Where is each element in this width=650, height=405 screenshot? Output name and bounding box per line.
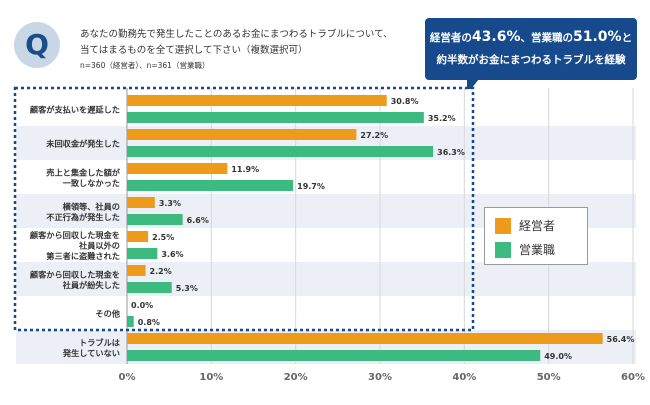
- x-tick-label: 40%: [452, 372, 476, 383]
- category-label: 第三者に盗難された: [46, 251, 120, 261]
- data-label: 35.2%: [428, 114, 456, 123]
- bar-owner: [127, 95, 387, 106]
- highlight-box: [13, 86, 475, 332]
- data-label: 27.2%: [360, 131, 388, 140]
- x-tick-label: 30%: [368, 372, 392, 383]
- data-label: 30.8%: [391, 97, 419, 106]
- legend-item-owner: 経営者: [495, 217, 555, 234]
- category-label: 横領等、社員の: [63, 201, 120, 211]
- bar-owner: [127, 197, 155, 208]
- callout-tail: [467, 79, 479, 89]
- data-label: 6.6%: [187, 216, 209, 225]
- data-label: 0.0%: [131, 301, 153, 310]
- x-tick-label: 60%: [621, 372, 645, 383]
- data-label: 19.7%: [297, 182, 325, 191]
- category-label: 売上と集金した額が: [46, 167, 121, 177]
- category-label: 顧客から回収した現金を: [30, 269, 120, 279]
- question-title: あなたの勤務先で発生したことのあるお金にまつわるトラブルについて、 当てはまるも…: [80, 27, 418, 59]
- x-tick-label: 0%: [119, 372, 136, 383]
- x-tick-label: 50%: [537, 372, 561, 383]
- callout-text: 、営業職の: [520, 32, 574, 44]
- data-label: 3.3%: [159, 199, 181, 208]
- category-label: 不正行為が発生した: [46, 212, 120, 222]
- category-label: 顧客から回収した現金を: [30, 230, 120, 240]
- bar-sales: [127, 350, 541, 361]
- category-label: 社員が紛失した: [62, 280, 120, 290]
- bar-sales: [127, 248, 158, 259]
- category-label: 一致しなかった: [63, 178, 120, 188]
- data-label: 56.4%: [607, 335, 635, 344]
- data-label: 2.2%: [150, 267, 172, 276]
- summary-callout: 経営者の43.6%、営業職の51.0%と 約半数がお金にまつわるトラブルを経験: [425, 18, 637, 80]
- x-tick-label: 10%: [199, 372, 223, 383]
- category-label: 発生していない: [62, 348, 120, 358]
- bar-owner: [127, 265, 146, 276]
- data-label: 3.6%: [161, 250, 183, 259]
- data-label: 2.5%: [152, 233, 174, 242]
- row-band: [16, 262, 636, 296]
- category-label: 顧客が支払いを遅延した: [30, 105, 120, 115]
- callout-text: 経営者の: [429, 32, 472, 44]
- bar-sales: [127, 214, 183, 225]
- legend-label: 経営者: [519, 219, 556, 233]
- x-tick-label: 20%: [284, 372, 308, 383]
- bar-owner: [127, 333, 603, 344]
- bar-sales: [127, 146, 434, 157]
- bar-owner: [127, 129, 357, 140]
- sample-size: n=360（経営者）、n=361（営業職）: [80, 61, 210, 70]
- legend: 経営者 営業職: [484, 207, 588, 265]
- callout-text: と: [621, 32, 633, 44]
- data-label: 49.0%: [544, 352, 572, 361]
- bar-sales: [127, 180, 294, 191]
- category-label: 未回収金が発生した: [45, 139, 120, 149]
- callout-line-2: 約半数がお金にまつわるトラブルを経験: [436, 54, 626, 66]
- data-label: 36.3%: [437, 148, 465, 157]
- data-label: 11.9%: [231, 165, 259, 174]
- bar-sales: [127, 282, 172, 293]
- title-line-1: あなたの勤務先で発生したことのあるお金にまつわるトラブルについて、: [80, 29, 393, 40]
- data-label: 5.3%: [176, 284, 198, 293]
- callout-value-owner: 43.6%: [471, 29, 521, 45]
- legend-swatch: [495, 241, 511, 258]
- bar-sales: [127, 316, 134, 327]
- callout-value-sales: 51.0%: [573, 29, 622, 45]
- category-label: トラブルは: [79, 337, 120, 347]
- bar-sales: [127, 112, 424, 123]
- bar-owner: [127, 163, 228, 174]
- legend-swatch: [495, 217, 511, 234]
- category-label: その他: [95, 309, 120, 319]
- category-label: 社員以外の: [78, 241, 120, 251]
- title-line-2: 当てはまるものを全て選択して下さい（複数選択可）: [80, 45, 308, 56]
- legend-item-sales: 営業職: [495, 241, 555, 258]
- question-badge: Q: [14, 22, 60, 68]
- data-label: 0.8%: [138, 318, 160, 327]
- legend-label: 営業職: [519, 243, 556, 257]
- bar-owner: [127, 231, 149, 242]
